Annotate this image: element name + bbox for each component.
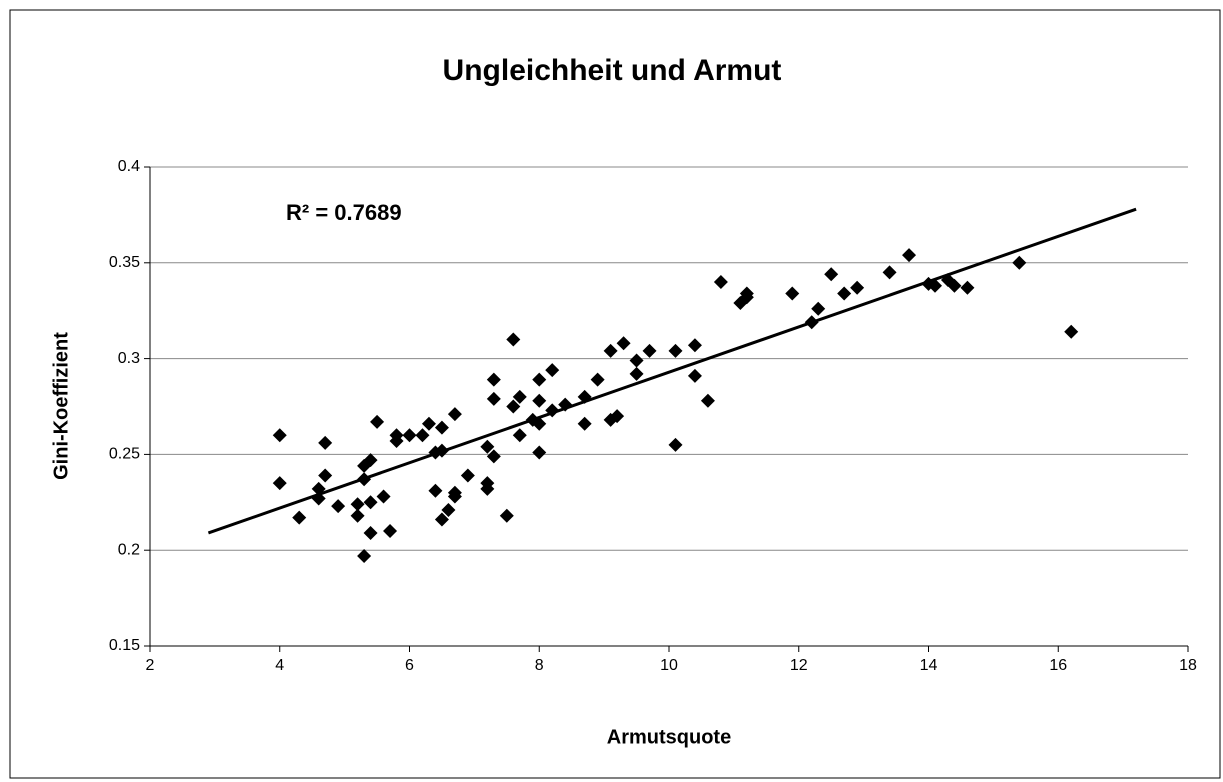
data-point xyxy=(331,499,346,514)
data-point xyxy=(350,497,365,512)
data-point xyxy=(506,399,521,414)
data-point xyxy=(486,391,501,406)
data-point xyxy=(532,372,547,387)
data-point xyxy=(785,286,800,301)
data-point xyxy=(642,343,657,358)
data-point xyxy=(363,525,378,540)
data-point xyxy=(447,485,462,500)
data-point xyxy=(350,508,365,523)
chart-title: Ungleichheit und Armut xyxy=(443,54,782,87)
data-point xyxy=(960,280,975,295)
data-point xyxy=(947,278,962,293)
data-point xyxy=(421,416,436,431)
x-tick-label: 6 xyxy=(405,657,414,674)
data-point xyxy=(363,495,378,510)
data-point xyxy=(902,248,917,263)
trendline xyxy=(207,207,1137,535)
data-point xyxy=(532,393,547,408)
data-point xyxy=(370,414,385,429)
data-point xyxy=(318,468,333,483)
data-point xyxy=(850,280,865,295)
chart-frame xyxy=(9,9,1221,779)
data-point xyxy=(480,439,495,454)
data-point xyxy=(318,435,333,450)
data-point xyxy=(447,407,462,422)
data-point xyxy=(434,420,449,435)
data-point xyxy=(389,433,404,448)
x-tick-label: 18 xyxy=(1179,657,1197,674)
data-point xyxy=(687,338,702,353)
data-point xyxy=(486,372,501,387)
data-point xyxy=(687,368,702,383)
y-tick-label: 0.4 xyxy=(118,158,140,175)
data-point xyxy=(383,524,398,539)
data-point xyxy=(272,476,287,491)
data-point xyxy=(506,332,521,347)
data-point xyxy=(629,353,644,368)
r-squared-annotation: R² = 0.7689 xyxy=(286,200,402,225)
data-point xyxy=(532,445,547,460)
data-point xyxy=(499,508,514,523)
data-point xyxy=(486,449,501,464)
data-point xyxy=(668,437,683,452)
data-point xyxy=(292,510,307,525)
x-tick-label: 8 xyxy=(535,657,544,674)
data-point xyxy=(441,502,456,517)
data-point xyxy=(272,428,287,443)
data-point xyxy=(739,286,754,301)
data-point xyxy=(512,428,527,443)
x-tick-label: 2 xyxy=(146,657,155,674)
data-point xyxy=(603,343,618,358)
data-point xyxy=(610,409,625,424)
data-point xyxy=(616,336,631,351)
data-point xyxy=(824,267,839,282)
data-point xyxy=(512,389,527,404)
y-tick-label: 0.3 xyxy=(118,350,140,367)
x-axis-label: Armutsquote xyxy=(607,726,731,748)
data-point xyxy=(590,372,605,387)
data-point xyxy=(460,468,475,483)
data-point xyxy=(402,428,417,443)
data-point xyxy=(357,548,372,563)
x-tick-label: 16 xyxy=(1049,657,1067,674)
data-point xyxy=(480,481,495,496)
x-tick-label: 4 xyxy=(275,657,284,674)
y-tick-label: 0.35 xyxy=(109,254,140,271)
data-point xyxy=(927,278,942,293)
data-point xyxy=(668,343,683,358)
data-point xyxy=(811,301,826,316)
y-axis-label: Gini-Koeffizient xyxy=(50,332,72,480)
data-point xyxy=(629,366,644,381)
data-point xyxy=(376,489,391,504)
x-tick-label: 12 xyxy=(790,657,808,674)
data-point xyxy=(577,416,592,431)
data-point xyxy=(415,428,430,443)
x-tick-label: 10 xyxy=(660,657,678,674)
y-tick-label: 0.15 xyxy=(109,637,140,654)
data-point xyxy=(700,393,715,408)
data-point xyxy=(1064,324,1079,339)
data-point xyxy=(1012,255,1027,270)
data-point xyxy=(882,265,897,280)
data-point xyxy=(545,363,560,378)
x-tick-label: 14 xyxy=(920,657,938,674)
data-point xyxy=(428,483,443,498)
y-tick-label: 0.25 xyxy=(109,446,140,463)
data-point xyxy=(837,286,852,301)
data-point xyxy=(713,274,728,289)
data-point xyxy=(363,453,378,468)
y-tick-label: 0.2 xyxy=(118,541,140,558)
data-point xyxy=(434,512,449,527)
